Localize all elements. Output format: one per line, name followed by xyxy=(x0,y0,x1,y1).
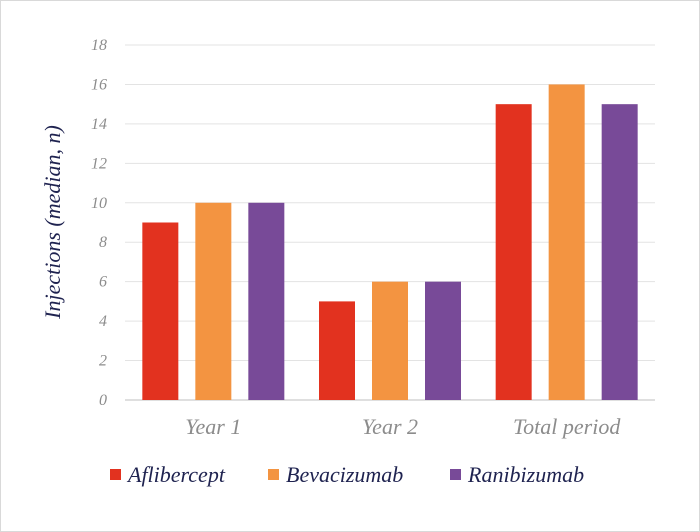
x-axis-ticks: Year 1 Year 2 Total period xyxy=(185,414,621,439)
y-tick-label: 6 xyxy=(99,274,107,291)
x-tick-label: Total period xyxy=(513,414,621,439)
bar-aflibercept xyxy=(142,222,179,400)
bar-bevacizumab xyxy=(195,202,232,400)
legend-swatch xyxy=(450,469,461,480)
bar-aflibercept xyxy=(319,301,355,400)
legend-swatch xyxy=(110,469,121,480)
bar-bevacizumab xyxy=(548,84,585,400)
y-tick-label: 4 xyxy=(99,313,107,330)
y-tick-label: 10 xyxy=(91,195,107,212)
legend-label: Aflibercept xyxy=(126,462,226,487)
legend: Aflibercept Bevacizumab Ranibizumab xyxy=(110,462,584,487)
bars xyxy=(142,84,638,401)
y-axis-label: Injections (median, n) xyxy=(40,125,65,320)
bar-bevacizumab xyxy=(372,281,408,400)
bar-aflibercept xyxy=(495,104,532,401)
y-tick-label: 2 xyxy=(99,353,107,370)
x-tick-label: Year 2 xyxy=(362,414,418,439)
x-tick-label: Year 1 xyxy=(185,414,241,439)
y-axis-ticks: 0 2 4 6 8 10 12 14 16 18 xyxy=(91,37,107,409)
legend-label: Bevacizumab xyxy=(286,462,403,487)
y-tick-label: 0 xyxy=(99,392,107,409)
y-tick-label: 8 xyxy=(99,234,107,251)
legend-swatch xyxy=(268,469,279,480)
bar-ranibizumab xyxy=(601,104,638,401)
y-tick-label: 14 xyxy=(91,116,107,133)
bar-ranibizumab xyxy=(248,202,285,400)
bar-ranibizumab xyxy=(425,281,461,400)
y-tick-label: 12 xyxy=(91,155,107,172)
legend-label: Ranibizumab xyxy=(467,462,584,487)
y-tick-label: 16 xyxy=(91,76,107,93)
y-tick-label: 18 xyxy=(91,37,107,54)
